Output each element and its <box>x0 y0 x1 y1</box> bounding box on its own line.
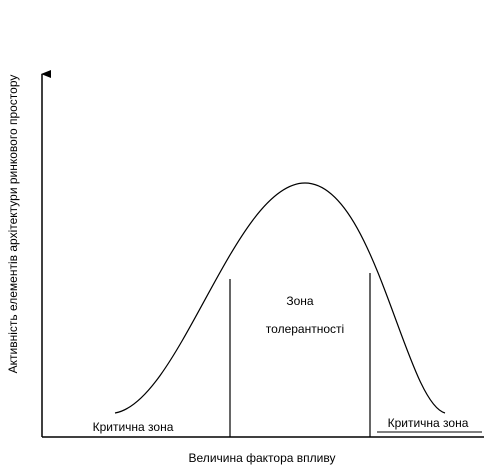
zone-label: толерантності <box>266 322 344 336</box>
critical-zone-label: Критична зона <box>93 420 174 434</box>
zone-label: Зона <box>286 294 314 308</box>
critical-zone-label: Критична зона <box>388 416 469 430</box>
tolerance-curve <box>114 182 446 414</box>
x-axis-label: Величина фактора впливу <box>189 451 336 465</box>
y-axis-label: Активність елементів архітектури ринково… <box>6 75 20 374</box>
